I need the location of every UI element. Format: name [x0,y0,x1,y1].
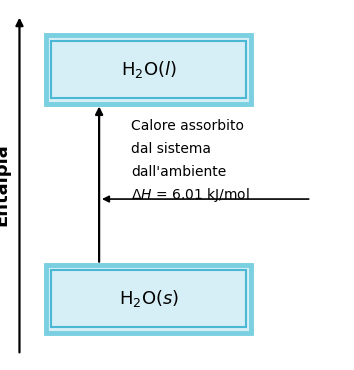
FancyBboxPatch shape [46,265,251,333]
Text: dall'ambiente: dall'ambiente [131,165,226,179]
Text: $\Delta\mathit{H}$ = 6.01 kJ/mol: $\Delta\mathit{H}$ = 6.01 kJ/mol [131,186,250,204]
FancyBboxPatch shape [46,35,251,104]
FancyBboxPatch shape [51,41,246,98]
Text: H$_2$O($\it{s}$): H$_2$O($\it{s}$) [119,288,179,309]
Text: Calore assorbito: Calore assorbito [131,119,244,133]
Text: H$_2$O($\it{l}$): H$_2$O($\it{l}$) [121,59,177,80]
Text: dal sistema: dal sistema [131,142,211,156]
Text: Entalpia: Entalpia [0,144,11,226]
FancyBboxPatch shape [51,270,246,327]
